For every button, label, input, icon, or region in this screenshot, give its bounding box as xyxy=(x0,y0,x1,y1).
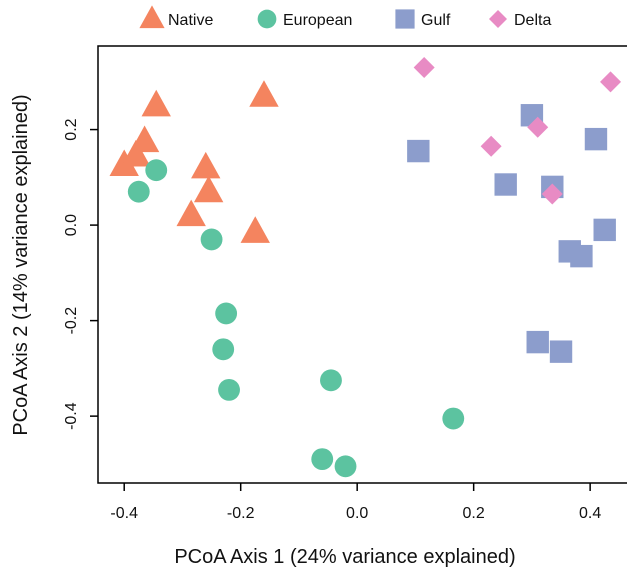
point-delta xyxy=(480,135,502,157)
point-native xyxy=(249,80,279,107)
x-tick-label: -0.4 xyxy=(110,505,138,522)
legend-label-gulf: Gulf xyxy=(421,12,451,29)
point-native xyxy=(193,175,224,203)
x-tick-label: 0.0 xyxy=(346,505,368,522)
point-native xyxy=(191,151,221,179)
legend-label-native: Native xyxy=(168,12,213,29)
x-tick-label: 0.2 xyxy=(463,505,485,522)
point-delta xyxy=(527,116,549,138)
point-gulf xyxy=(494,173,517,196)
legend-marker-delta xyxy=(489,10,507,28)
y-tick-label: 0.2 xyxy=(63,118,80,140)
y-axis: -0.4 -0.2 0.0 0.2 xyxy=(63,118,98,430)
data-points xyxy=(109,56,622,478)
point-native xyxy=(129,125,160,153)
point-gulf xyxy=(584,127,608,151)
point-european xyxy=(334,455,357,478)
x-axis: -0.4 -0.2 0.0 0.2 0.4 xyxy=(110,483,601,522)
legend-marker-native xyxy=(139,5,165,29)
point-european xyxy=(200,228,223,251)
legend: Native European Gulf Delta xyxy=(139,5,551,29)
point-european xyxy=(442,407,465,430)
y-tick-label: -0.2 xyxy=(63,307,80,335)
legend-label-european: European xyxy=(283,12,352,29)
point-european xyxy=(145,159,168,182)
y-tick-label: -0.4 xyxy=(63,402,80,430)
x-tick-label: -0.2 xyxy=(227,505,255,522)
point-european xyxy=(215,302,238,325)
point-gulf xyxy=(549,340,573,363)
legend-label-delta: Delta xyxy=(514,12,551,29)
plot-frame xyxy=(97,45,627,484)
point-delta xyxy=(413,56,435,78)
legend-marker-gulf xyxy=(395,9,415,29)
point-gulf xyxy=(407,139,430,163)
point-delta xyxy=(541,183,563,205)
point-native xyxy=(176,199,206,227)
point-european xyxy=(127,180,150,203)
point-gulf xyxy=(593,218,616,242)
x-tick-label: 0.4 xyxy=(579,505,601,522)
point-delta xyxy=(600,71,622,93)
y-axis-title: PCoA Axis 2 (14% variance explained) xyxy=(10,94,32,435)
point-european xyxy=(218,378,240,401)
point-european xyxy=(311,448,334,471)
point-gulf xyxy=(570,244,593,268)
point-native xyxy=(240,216,270,243)
legend-marker-european xyxy=(257,9,277,29)
point-native xyxy=(121,139,151,167)
point-native xyxy=(141,89,171,117)
y-tick-label: 0.0 xyxy=(63,214,80,236)
point-gulf xyxy=(526,330,549,354)
point-european xyxy=(212,338,235,361)
x-axis-title: PCoA Axis 1 (24% variance explained) xyxy=(174,546,515,568)
point-european xyxy=(320,369,342,392)
